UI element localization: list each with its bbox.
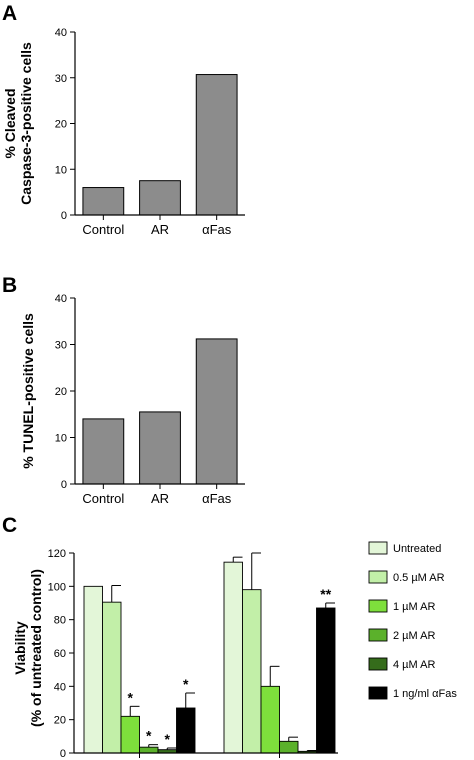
legend-swatch (368, 599, 388, 613)
legend-label: Untreated (393, 543, 441, 555)
legend-swatch (368, 657, 388, 671)
panel-c-bars: ** **** (83, 552, 336, 754)
panel-b-y-axis-label: % TUNEL-positive cells (20, 313, 36, 469)
panel-b: B % TUNEL-positive cells 0 10 20 30 40 Contr… (2, 274, 245, 506)
y-tick-label: 0 (61, 210, 67, 222)
y-tick-label: 40 (54, 681, 66, 693)
y-tick-label: 10 (55, 433, 67, 445)
y-tick-label: 40 (55, 27, 67, 39)
bar-1 µM AR (120, 715, 140, 754)
bar-0.5 µM AR (102, 601, 122, 754)
legend-label: 1 ng/ml αFas (393, 688, 457, 700)
significance-marker: * (146, 728, 152, 744)
c-ylabel-line: Viability (12, 621, 28, 675)
panel-a: A % Cleaved Caspase-3-positive cells 0 10 2… (2, 2, 245, 237)
panel-a-label: A (2, 2, 17, 25)
legend-label: 1 µM AR (393, 601, 435, 613)
x-category-label: αFas (202, 491, 232, 506)
legend-label: 2 µM AR (393, 630, 435, 642)
y-tick-label: 0 (61, 479, 67, 491)
x-category-label: αFas (202, 222, 232, 237)
bar-AR (139, 411, 181, 485)
y-tick-label: 0 (60, 748, 66, 760)
panel-b-categories: Control AR αFas (82, 484, 232, 506)
x-category-label: Control (82, 222, 124, 237)
a-ylabel-line: Caspase-3-positive cells (18, 42, 34, 205)
legend-swatch (368, 686, 388, 700)
bar-2 µM AR (139, 746, 159, 754)
x-category-label: AR (151, 491, 169, 506)
bar-1 µM AR (260, 685, 280, 754)
bar-Untreated (223, 561, 243, 754)
legend-swatch (368, 570, 388, 584)
legend-swatch (368, 628, 388, 642)
panel-c-axes (73, 553, 338, 754)
bar-0.5 µM AR (242, 589, 262, 754)
panel-b-y-ticks: 0 10 20 30 40 (55, 293, 75, 491)
bar-AR (139, 180, 181, 216)
panel-a-y-ticks: 0 10 20 30 40 (55, 27, 75, 222)
panel-c-categories: Control+Caspase Inhibitor (139, 753, 280, 758)
panel-c-y-ticks: 0 20 40 60 80 100 120 (48, 548, 74, 760)
y-tick-label: 20 (55, 386, 67, 398)
x-category-label: Control (82, 491, 124, 506)
c-ylabel-line: (% of untreated control) (28, 569, 44, 727)
bar-Untreated (83, 585, 103, 754)
significance-marker: ** (320, 586, 331, 602)
y-tick-label: 20 (55, 119, 67, 131)
bar-1 ng/ml αFas (316, 607, 336, 754)
bar-αFas (195, 338, 238, 485)
bar-1 ng/ml αFas (176, 707, 196, 754)
panel-a-bars (82, 74, 238, 216)
y-tick-label: 120 (48, 548, 66, 560)
y-tick-label: 20 (54, 715, 66, 727)
panel-a-y-axis-label: % Cleaved Caspase-3-positive cells (2, 42, 34, 205)
bar-αFas (195, 74, 238, 216)
y-tick-label: 30 (55, 340, 67, 352)
bar-Control (82, 418, 125, 485)
y-tick-label: 60 (54, 648, 66, 660)
significance-marker: * (165, 731, 171, 747)
panel-c-label: C (2, 514, 17, 537)
panel-c-legend: Untreated 0.5 µM AR 1 µM AR 2 µM AR 4 µM AR 1… (368, 541, 457, 700)
panel-b-label: B (2, 274, 17, 297)
significance-marker: * (128, 689, 134, 705)
panel-b-bars (82, 338, 238, 485)
y-tick-label: 30 (55, 73, 67, 85)
panel-a-categories: Control AR αFas (82, 215, 232, 237)
y-tick-label: 80 (54, 615, 66, 627)
y-tick-label: 40 (55, 293, 67, 305)
panel-c: C Viability (% of untreated control) 0 20 4… (2, 514, 457, 760)
panel-c-y-axis-label: Viability (% of untreated control) (12, 569, 44, 727)
bar-Control (82, 187, 125, 216)
legend-label: 0.5 µM AR (393, 572, 445, 584)
a-ylabel-line: % Cleaved (2, 88, 18, 158)
legend-swatch (368, 541, 388, 555)
legend-label: 4 µM AR (393, 659, 435, 671)
b-ylabel-line: % TUNEL-positive cells (20, 313, 36, 469)
significance-marker: * (183, 676, 189, 692)
y-tick-label: 10 (55, 164, 67, 176)
y-tick-label: 100 (48, 581, 66, 593)
bar-2 µM AR (279, 740, 299, 754)
x-category-label: AR (151, 222, 169, 237)
